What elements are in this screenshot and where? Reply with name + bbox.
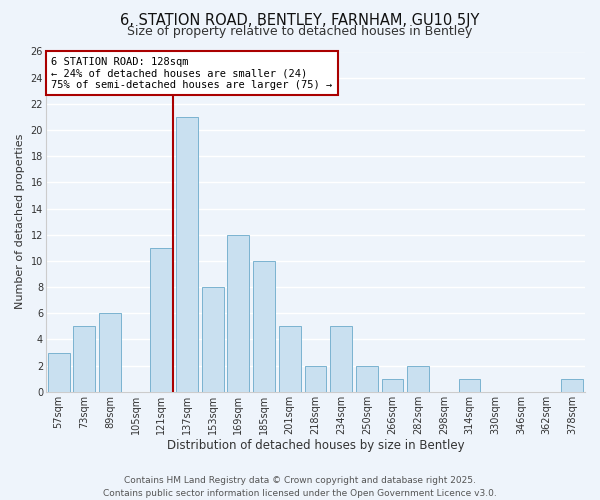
Y-axis label: Number of detached properties: Number of detached properties <box>15 134 25 310</box>
Bar <box>73 326 95 392</box>
Bar <box>227 234 250 392</box>
X-axis label: Distribution of detached houses by size in Bentley: Distribution of detached houses by size … <box>167 440 464 452</box>
Bar <box>176 117 198 392</box>
Bar <box>99 314 121 392</box>
Bar <box>48 352 70 392</box>
Bar <box>253 261 275 392</box>
Text: 6 STATION ROAD: 128sqm
← 24% of detached houses are smaller (24)
75% of semi-det: 6 STATION ROAD: 128sqm ← 24% of detached… <box>51 56 332 90</box>
Bar <box>356 366 377 392</box>
Bar <box>330 326 352 392</box>
Text: 6, STATION ROAD, BENTLEY, FARNHAM, GU10 5JY: 6, STATION ROAD, BENTLEY, FARNHAM, GU10 … <box>121 12 479 28</box>
Text: Size of property relative to detached houses in Bentley: Size of property relative to detached ho… <box>127 25 473 38</box>
Bar <box>151 248 172 392</box>
Bar <box>202 287 224 392</box>
Bar <box>561 378 583 392</box>
Bar <box>279 326 301 392</box>
Text: Contains HM Land Registry data © Crown copyright and database right 2025.
Contai: Contains HM Land Registry data © Crown c… <box>103 476 497 498</box>
Bar <box>382 378 403 392</box>
Bar <box>305 366 326 392</box>
Bar <box>407 366 429 392</box>
Bar <box>458 378 481 392</box>
